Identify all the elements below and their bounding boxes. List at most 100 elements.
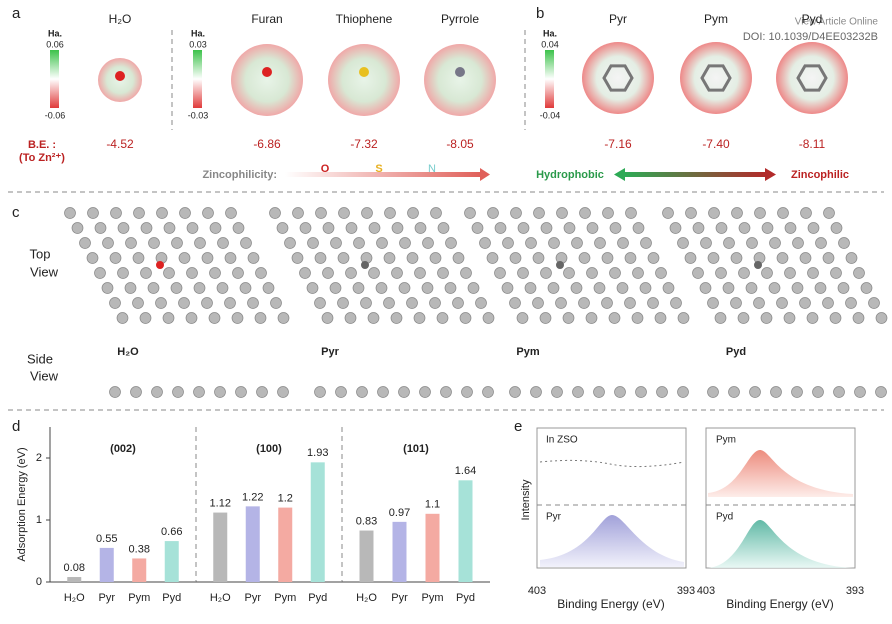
- zn-atom: [375, 282, 388, 294]
- zn-atom: [419, 386, 431, 398]
- zn-atom: [812, 386, 824, 398]
- be-label: B.E. :: [28, 139, 56, 151]
- bar: [213, 512, 228, 582]
- zn-atom: [563, 267, 575, 279]
- molecule-name: H₂O: [109, 12, 132, 26]
- zn-atom: [833, 386, 845, 398]
- zn-atom: [292, 207, 304, 219]
- zn-atom: [284, 237, 296, 249]
- esp-surface: [582, 42, 654, 114]
- zn-atom: [677, 386, 689, 398]
- zn-atom: [853, 267, 865, 279]
- zn-atom: [117, 267, 129, 279]
- zn-atom: [338, 207, 350, 219]
- zn-atom: [656, 386, 668, 398]
- atom: [455, 67, 465, 77]
- atom: [262, 67, 272, 77]
- zn-atom: [585, 312, 598, 324]
- be-value: -4.52: [106, 137, 134, 151]
- zn-atom: [155, 297, 167, 309]
- zn-atom: [494, 267, 506, 279]
- zn-atom: [376, 237, 388, 249]
- y-tick-label: 2: [36, 452, 42, 464]
- zn-atom: [132, 297, 144, 309]
- zn-atom: [407, 207, 419, 219]
- scale-max: 0.03: [189, 39, 207, 49]
- zn-atom: [94, 267, 106, 279]
- zn-atom: [383, 297, 395, 309]
- zn-atom: [669, 222, 682, 234]
- zn-atom: [487, 207, 499, 219]
- zn-atom: [731, 207, 743, 219]
- zn-atom: [391, 222, 404, 234]
- subplot-title: (100): [256, 443, 282, 455]
- zn-atom: [414, 222, 427, 234]
- zn-atom: [525, 237, 537, 249]
- zn-atom: [130, 386, 142, 398]
- value-label: 1.12: [210, 497, 231, 509]
- zn-atom: [193, 386, 205, 398]
- zn-atom: [306, 282, 319, 294]
- zn-atom: [662, 207, 674, 219]
- zn-atom: [829, 312, 842, 324]
- be-value: -7.40: [702, 137, 730, 151]
- zn-atom: [692, 222, 705, 234]
- zn-atom: [562, 312, 575, 324]
- x-tick-label: H₂O: [356, 592, 377, 604]
- zn-atom: [399, 237, 411, 249]
- zn-atom: [337, 297, 349, 309]
- value-label: 1.22: [242, 491, 263, 503]
- value-label: 0.08: [64, 562, 85, 574]
- zn-atom: [707, 252, 720, 264]
- zn-atom: [854, 386, 866, 398]
- zn-atom: [784, 222, 797, 234]
- zn-atom: [178, 297, 190, 309]
- x-tick-label: 403: [697, 585, 715, 597]
- zn-atom: [353, 237, 365, 249]
- zn-atom: [444, 282, 457, 294]
- zn-atom: [677, 237, 689, 249]
- zn-atom: [647, 252, 660, 264]
- scale-max: 0.06: [46, 39, 64, 49]
- zn-atom: [110, 207, 122, 219]
- zn-atom: [390, 312, 403, 324]
- zn-atom: [532, 252, 545, 264]
- zn-atom: [852, 312, 865, 324]
- zn-atom: [769, 237, 781, 249]
- panel-letter: c: [12, 204, 20, 221]
- zn-atom: [330, 237, 342, 249]
- ring: [796, 64, 828, 92]
- x-tick-label: Pyr: [391, 592, 408, 604]
- zn-atom: [631, 312, 644, 324]
- zn-atom: [614, 386, 626, 398]
- zn-atom: [437, 222, 450, 234]
- zn-atom: [700, 237, 712, 249]
- zn-atom: [471, 222, 484, 234]
- bar: [132, 558, 147, 582]
- zn-atom: [524, 282, 537, 294]
- zn-atom: [314, 252, 327, 264]
- zn-atom: [632, 222, 645, 234]
- bar: [310, 462, 325, 582]
- zn-atom: [276, 222, 289, 234]
- zn-atom: [814, 282, 827, 294]
- xps-label: Pym: [716, 435, 736, 446]
- zn-atom: [117, 222, 130, 234]
- x-tick-label: Pyr: [99, 592, 116, 604]
- zn-atom: [445, 237, 457, 249]
- zn-atom: [516, 312, 529, 324]
- zn-atom: [639, 282, 652, 294]
- zn-atom: [139, 312, 152, 324]
- zn-atom: [753, 297, 765, 309]
- zn-atom: [436, 312, 449, 324]
- zn-atom: [728, 386, 740, 398]
- zn-atom: [437, 267, 449, 279]
- esp-surface: [680, 42, 752, 114]
- bar: [359, 530, 374, 582]
- molecule-name: Furan: [251, 12, 282, 26]
- zn-atom: [768, 282, 781, 294]
- zn-atom: [391, 267, 403, 279]
- zn-atom: [337, 252, 350, 264]
- side-label: H₂O: [117, 346, 139, 358]
- zn-atom: [414, 267, 426, 279]
